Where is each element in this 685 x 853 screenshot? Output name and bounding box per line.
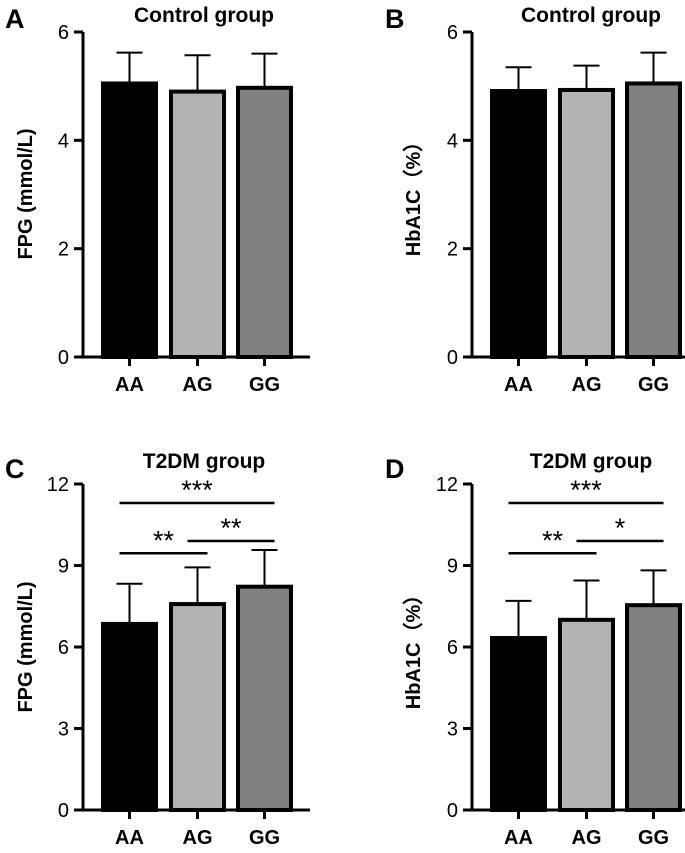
x-tick-label-ag: AG: [572, 374, 602, 396]
panel-title: T2DM group: [530, 450, 652, 473]
y-tick-label: 6: [447, 22, 458, 44]
x-tick-label-ag: AG: [183, 827, 213, 849]
y-tick-label: 0: [58, 800, 69, 822]
panel-title: Control group: [521, 4, 661, 27]
bar-aa: [490, 89, 547, 360]
significance-label: **: [220, 513, 242, 543]
significance-label: ***: [181, 475, 213, 505]
x-tick-label-aa: AA: [115, 827, 144, 849]
panel-letter: B: [385, 4, 405, 34]
bar-ag: [169, 602, 226, 812]
panel-letter: C: [5, 454, 25, 484]
y-tick-label: 0: [447, 800, 458, 822]
x-tick-label-aa: AA: [115, 374, 144, 396]
x-tick-label-ag: AG: [183, 374, 213, 396]
x-tick-label-aa: AA: [504, 374, 533, 396]
panel-title: T2DM group: [143, 450, 265, 473]
panel-title: Control group: [134, 4, 274, 27]
y-tick-label: 0: [58, 347, 69, 369]
panel-b: B Control group HbA1C（%） 0 2 4 6 AA AG GG: [385, 4, 685, 396]
x-tick-label-aa: AA: [504, 827, 533, 849]
y-tick-label: 2: [58, 239, 69, 261]
bar-gg: [625, 603, 682, 812]
x-tick-label-ag: AG: [572, 827, 602, 849]
panel-letter: A: [5, 4, 25, 34]
y-tick-label: 4: [447, 130, 458, 152]
y-tick-label: 6: [447, 637, 458, 659]
significance-label: ***: [570, 475, 602, 505]
y-tick-label: 0: [447, 347, 458, 369]
bar-ag: [169, 89, 226, 359]
y-axis-label: FPG (mmol/L): [15, 128, 37, 259]
y-tick-label: 4: [58, 130, 69, 152]
y-axis-label: HbA1C（%）: [402, 585, 425, 709]
y-tick-label: 12: [47, 474, 69, 496]
bar-gg: [236, 85, 293, 360]
y-tick-label: 12: [436, 474, 458, 496]
bar-aa: [490, 636, 547, 812]
y-axis-label: FPG (mmol/L): [15, 581, 37, 712]
bar-aa: [101, 621, 158, 812]
y-tick-label: 6: [58, 637, 69, 659]
y-tick-label: 3: [58, 719, 69, 741]
y-tick-label: 9: [447, 556, 458, 578]
x-tick-label-gg: GG: [638, 374, 669, 396]
bar-gg: [236, 584, 293, 812]
y-tick-label: 2: [447, 239, 458, 261]
bar-gg: [625, 81, 682, 359]
bar-ag: [558, 617, 615, 812]
significance-label: **: [542, 525, 564, 555]
x-tick-label-gg: GG: [249, 827, 280, 849]
y-tick-label: 3: [447, 719, 458, 741]
panel-letter: D: [385, 454, 405, 484]
bar-ag: [558, 87, 615, 359]
significance-label: *: [615, 513, 626, 543]
x-tick-label-gg: GG: [638, 827, 669, 849]
y-axis-label: HbA1C（%）: [402, 132, 425, 256]
y-tick-label: 6: [58, 22, 69, 44]
y-tick-label: 9: [58, 556, 69, 578]
x-tick-label-gg: GG: [249, 374, 280, 396]
panel-a: A Control group FPG (mmol/L) 0 2 4 6 AA AG GG: [5, 4, 310, 396]
bar-aa: [101, 81, 158, 359]
significance-label: **: [153, 525, 175, 555]
